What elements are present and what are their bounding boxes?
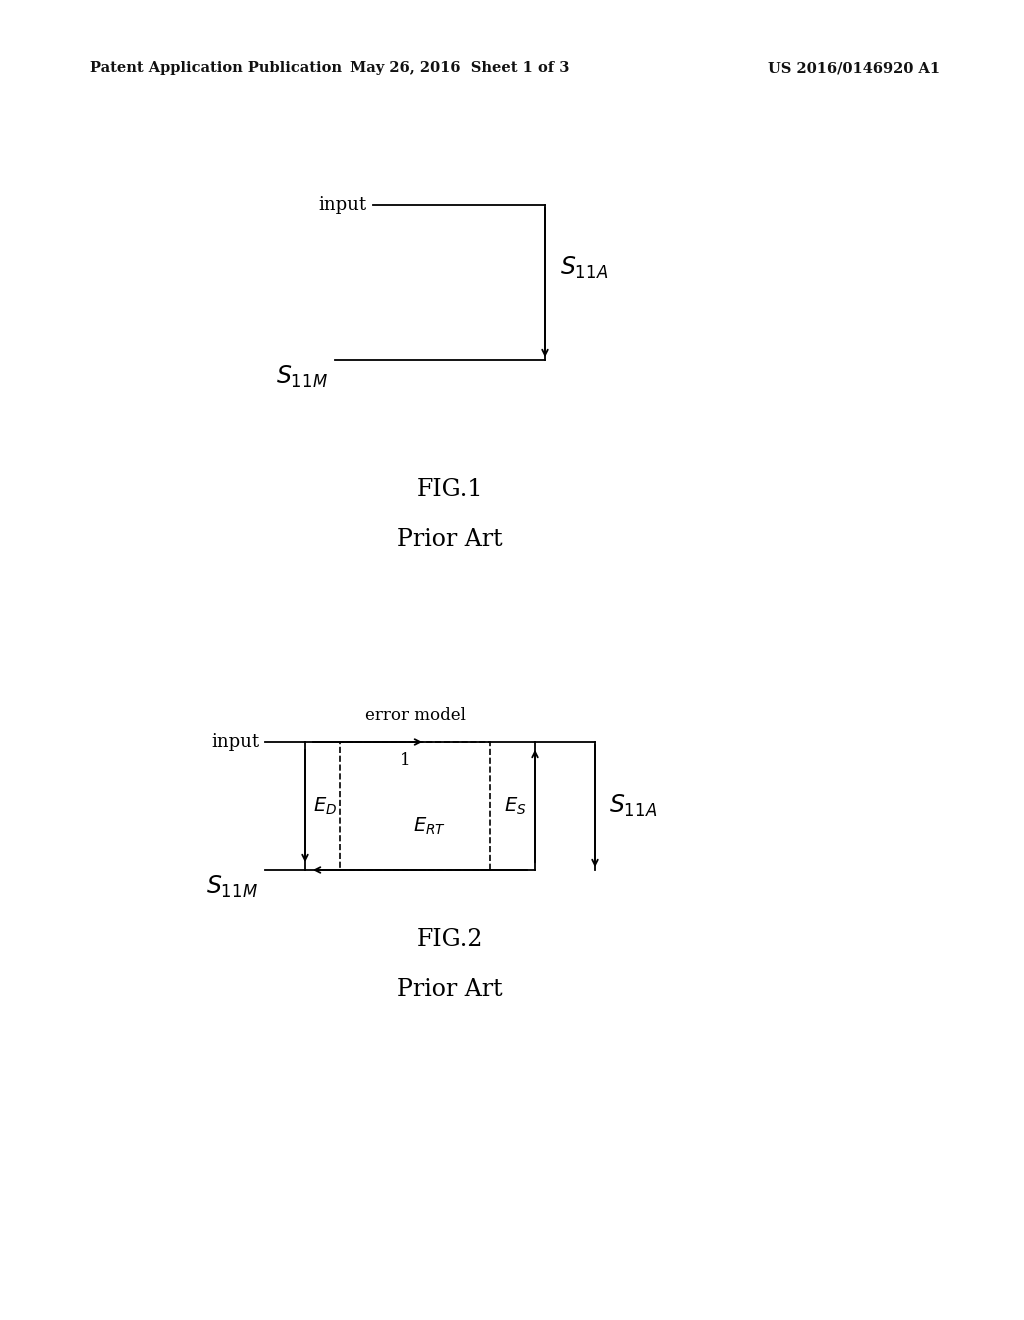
Text: $S_{11M}$: $S_{11M}$ — [276, 364, 328, 391]
Text: $E_{RT}$: $E_{RT}$ — [414, 816, 446, 837]
Text: $E_S$: $E_S$ — [505, 796, 527, 817]
Text: Prior Art: Prior Art — [397, 528, 503, 552]
Text: $S_{11M}$: $S_{11M}$ — [206, 874, 258, 900]
Text: input: input — [211, 733, 259, 751]
Text: 1: 1 — [399, 752, 411, 770]
Text: May 26, 2016  Sheet 1 of 3: May 26, 2016 Sheet 1 of 3 — [350, 61, 569, 75]
Text: US 2016/0146920 A1: US 2016/0146920 A1 — [768, 61, 940, 75]
Text: $S_{11A}$: $S_{11A}$ — [560, 255, 608, 281]
Text: error model: error model — [365, 708, 466, 723]
Bar — [340, 742, 490, 870]
Text: $E_D$: $E_D$ — [313, 796, 337, 817]
Text: Patent Application Publication: Patent Application Publication — [90, 61, 342, 75]
Text: input: input — [317, 195, 366, 214]
Text: FIG.2: FIG.2 — [417, 928, 483, 952]
Text: Prior Art: Prior Art — [397, 978, 503, 1002]
Text: FIG.1: FIG.1 — [417, 479, 483, 502]
Text: $S_{11A}$: $S_{11A}$ — [609, 793, 657, 820]
